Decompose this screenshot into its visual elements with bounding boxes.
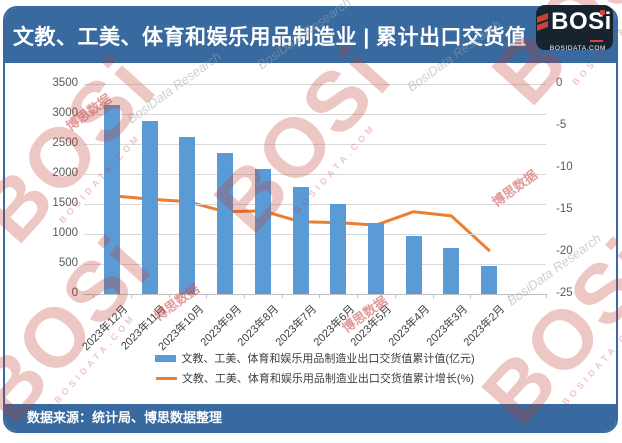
x-axis-tick [507, 294, 509, 298]
bosi-logo-domain: BOSIDATA.COM [536, 38, 613, 52]
x-axis-tick [130, 294, 132, 298]
gridline [84, 174, 546, 175]
right-axis-tick-label: 0 [556, 77, 563, 89]
bar-2023年5月 [367, 223, 384, 294]
right-axis-tick-label: -10 [556, 161, 573, 173]
x-axis-tick [357, 294, 359, 298]
bar-2023年3月 [443, 248, 460, 294]
left-axis-tick-label: 2000 [52, 167, 78, 179]
left-axis-tick-label: 1500 [52, 197, 78, 209]
left-axis-tick-label: 3500 [52, 77, 78, 89]
right-axis-tick-label: -20 [556, 245, 573, 257]
gridline [84, 144, 546, 145]
header-band: 文教、工美、体育和娱乐用品制造业 | 累计出口交货值 [5, 8, 616, 63]
bosi-logo-underline [590, 40, 603, 43]
x-axis-tick [394, 294, 396, 298]
bosi-logo-main: BOSi [536, 7, 613, 37]
bar-2023年8月 [254, 168, 271, 294]
data-source: 数据来源：统计局、博思数据整理 [27, 410, 223, 425]
legend-line-swatch [155, 376, 177, 380]
legend-bar-label: 文教、工美、体育和娱乐用品制造业出口交货值累计值(亿元) [181, 353, 475, 365]
right-axis-tick-label: -15 [556, 203, 573, 215]
legend-bar-swatch [155, 354, 177, 362]
legend-line-label: 文教、工美、体育和娱乐用品制造业出口交货值累计增长(%) [181, 373, 475, 385]
x-axis-tick [244, 294, 245, 298]
bar-2023年12月 [104, 105, 120, 294]
gridline [84, 264, 546, 265]
x-axis-tick [168, 294, 170, 298]
x-axis-tick [281, 294, 283, 298]
x-axis-tick [545, 294, 547, 298]
x-axis-tick [470, 294, 472, 298]
left-axis-tick-label: 1000 [52, 227, 78, 239]
bar-2023年10月 [179, 136, 196, 294]
right-axis-tick-label: -25 [556, 287, 573, 299]
gridline [84, 204, 546, 205]
bar-2023年6月 [330, 204, 347, 294]
x-axis-tick [93, 294, 95, 298]
bar-2023年7月 [292, 187, 309, 294]
legend-item-line: 文教、工美、体育和娱乐用品制造业出口交货值累计增长(%) [84, 368, 546, 388]
footer-band: 数据来源：统计局、博思数据整理 [5, 404, 616, 431]
bar-2023年4月 [405, 236, 422, 294]
legend: 文教、工美、体育和娱乐用品制造业出口交货值累计值(亿元) 文教、工美、体育和娱乐… [84, 348, 546, 388]
bosi-logo-dot-icon [600, 10, 605, 15]
bosi-logo: BOSi BOSIDATA.COM [536, 5, 613, 52]
gridline [84, 84, 546, 85]
bar-2023年11月 [141, 121, 158, 294]
bar-2023年2月 [481, 266, 497, 294]
page-title: 文教、工美、体育和娱乐用品制造业 | 累计出口交货值 [13, 25, 527, 49]
bar-2023年9月 [217, 153, 234, 294]
left-axis-tick-label: 3000 [52, 107, 78, 119]
left-axis-tick-label: 500 [58, 257, 78, 269]
right-axis-tick-label: -5 [556, 119, 567, 131]
x-axis-tick [319, 294, 321, 298]
gridline [84, 114, 546, 115]
left-axis-tick-label: 0 [71, 287, 78, 299]
x-axis-line [84, 294, 546, 295]
x-axis-tick [206, 294, 208, 298]
legend-item-bar: 文教、工美、体育和娱乐用品制造业出口交货值累计值(亿元) [84, 348, 546, 368]
bosi-flag-icon [537, 12, 549, 32]
left-axis-tick-label: 2500 [52, 137, 78, 149]
x-axis-tick [432, 294, 434, 298]
gridline [84, 234, 546, 235]
